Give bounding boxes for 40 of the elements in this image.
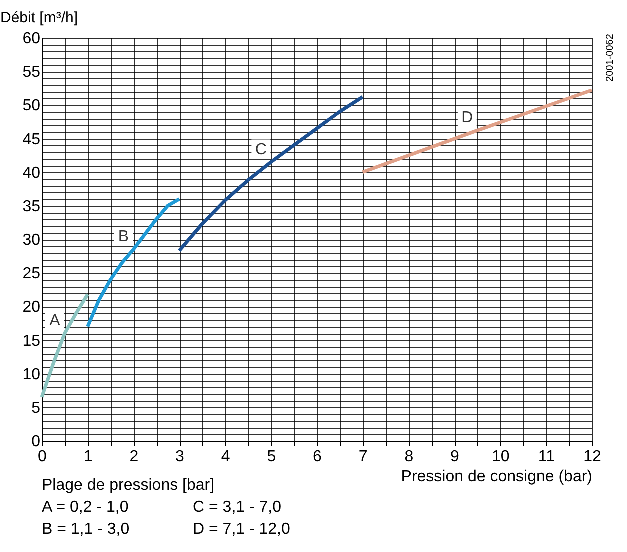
y-axis-title: Débit [m³/h] <box>0 10 78 26</box>
series-label: A <box>50 312 61 330</box>
y-tick-label: 55 <box>22 64 41 82</box>
y-tick-label: 40 <box>22 164 41 182</box>
x-tick-label: 9 <box>450 448 460 466</box>
y-tick-label: 50 <box>22 98 41 115</box>
x-tick-label: 3 <box>176 448 185 466</box>
line-series <box>178 95 365 253</box>
y-tick-label: 15 <box>22 332 41 350</box>
series-label: C <box>255 141 267 158</box>
y-tick-label: 10 <box>22 366 41 384</box>
x-tick-label: 8 <box>404 448 414 466</box>
x-axis-title: Pression de consigne (bar) <box>401 468 592 486</box>
x-tick-label: 4 <box>221 448 230 466</box>
y-tick-label: 60 <box>22 30 41 48</box>
x-tick-label: 6 <box>313 448 322 466</box>
x-tick-label: 10 <box>492 448 510 466</box>
line-series <box>86 197 182 329</box>
text: B = 1,1 - 3,0 <box>42 521 130 538</box>
text: D = 7,1 - 12,0 <box>193 521 290 538</box>
x-tick-label: 7 <box>358 448 368 466</box>
y-tick-label: 20 <box>22 299 41 316</box>
line-series <box>40 292 90 400</box>
x-tick-label: 12 <box>584 448 602 466</box>
text: A = 0,2 - 1,0 <box>42 499 129 516</box>
x-tick-label: 5 <box>267 448 276 466</box>
series-label: D <box>462 110 474 127</box>
y-tick-label: 5 <box>32 400 41 417</box>
series-label: B <box>118 228 130 246</box>
y-tick-label: 30 <box>22 232 41 249</box>
x-tick-label: 11 <box>538 448 556 466</box>
text: 2001-0062 <box>605 34 616 82</box>
text: C = 3,1 - 7,0 <box>193 499 282 516</box>
y-tick-label: 25 <box>22 266 41 283</box>
text: Plage de pressions [bar] <box>42 477 215 494</box>
y-tick-label: 45 <box>22 131 41 148</box>
x-tick-label: 1 <box>84 448 93 466</box>
y-tick-label: 0 <box>32 434 41 450</box>
x-tick-label: 2 <box>130 448 139 466</box>
y-tick-label: 35 <box>22 198 41 216</box>
